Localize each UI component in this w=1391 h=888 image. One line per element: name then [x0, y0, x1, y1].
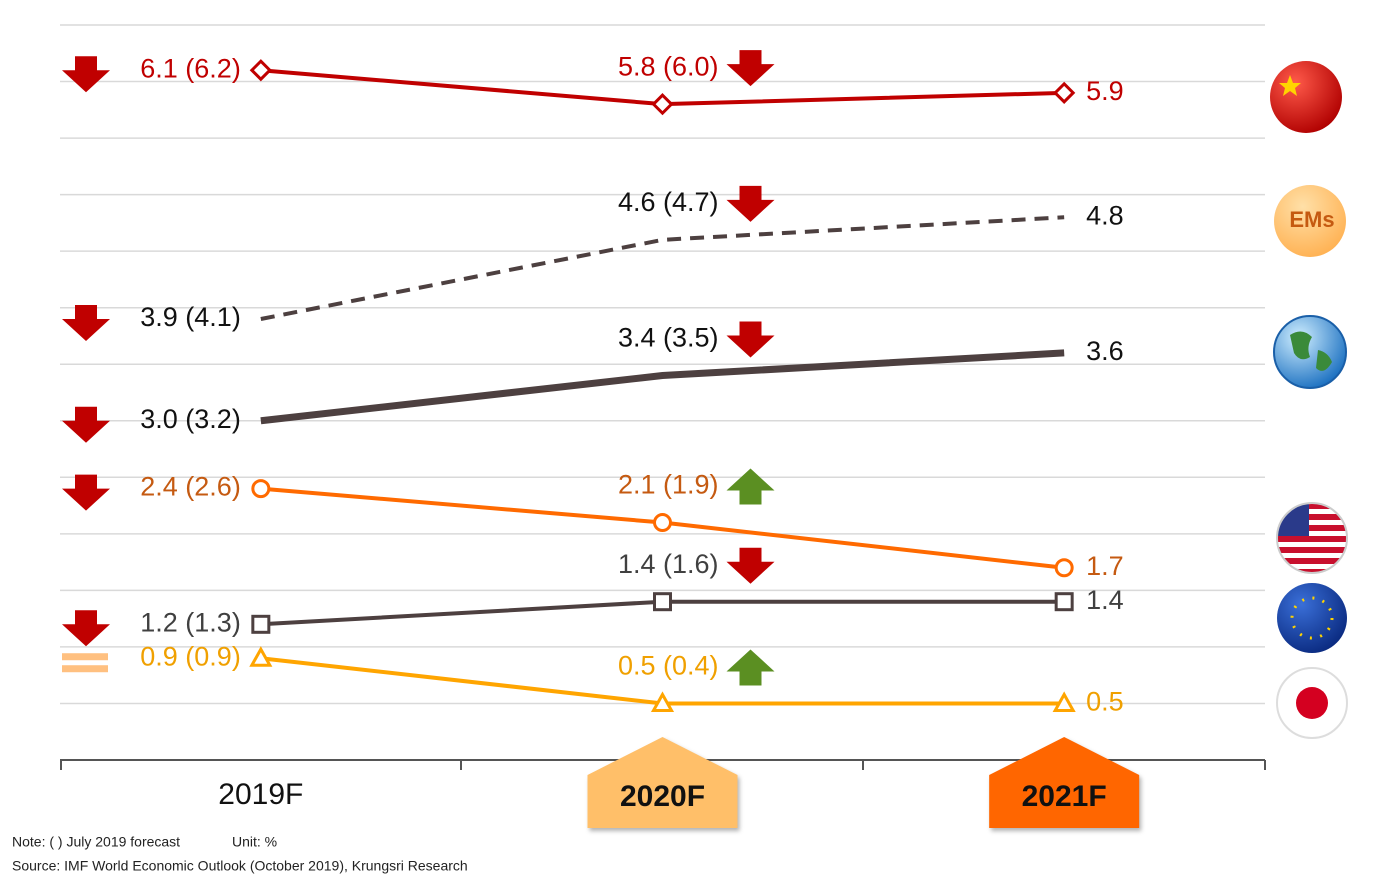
data-label: 4.8 — [1086, 200, 1124, 230]
data-label: 3.0 (3.2) — [140, 404, 241, 434]
flag-star — [1279, 75, 1301, 96]
marker — [249, 59, 272, 82]
marker — [1053, 81, 1076, 104]
globe-land — [1290, 331, 1332, 371]
data-label: 1.4 — [1086, 585, 1124, 615]
category-badge — [989, 737, 1140, 828]
data-label: 6.1 (6.2) — [140, 53, 241, 83]
marker — [650, 691, 675, 712]
marker — [251, 479, 271, 499]
icon-label: EMs — [1289, 207, 1334, 232]
data-label: 5.8 (6.0) — [618, 51, 719, 81]
revision-down — [62, 305, 110, 341]
data-label: 0.5 — [1086, 687, 1124, 717]
marker — [249, 646, 273, 667]
marker — [1054, 558, 1074, 578]
data-label: 1.2 (1.3) — [140, 607, 241, 637]
series-line — [260, 349, 1065, 425]
source: Source: IMF World Economic Outlook (Octo… — [12, 858, 468, 874]
revision-up — [726, 649, 775, 686]
note: Note: ( ) July 2019 forecast — [12, 834, 180, 850]
data-label: 0.9 (0.9) — [140, 641, 241, 671]
revision-down — [62, 56, 110, 93]
icons — [1270, 61, 1348, 739]
revision-down — [62, 406, 110, 443]
revision-down — [726, 185, 775, 222]
marker — [653, 513, 672, 533]
eu-flag — [1277, 583, 1347, 653]
us-flag — [1276, 502, 1348, 574]
data-label: 5.9 — [1086, 76, 1124, 106]
unit: Unit: % — [232, 834, 277, 850]
world-globe — [1273, 315, 1347, 389]
marker — [1054, 592, 1074, 612]
revision-down — [62, 610, 110, 647]
revision-down — [62, 474, 110, 511]
ems-icon — [1274, 185, 1346, 257]
data-label: 3.6 — [1086, 336, 1124, 366]
eu-stars — [1290, 596, 1334, 640]
data-label: 4.6 (4.7) — [618, 187, 719, 217]
revision-down — [726, 50, 775, 87]
series-line — [260, 215, 1065, 321]
data-label: 1.4 (1.6) — [618, 549, 719, 579]
marker — [651, 93, 674, 116]
marker — [1052, 691, 1076, 712]
revision-equal — [62, 653, 108, 661]
china-flag — [1270, 61, 1342, 133]
data-label: 3.4 (3.5) — [618, 323, 719, 353]
japan-disc — [1296, 687, 1328, 719]
revision-up — [726, 468, 775, 505]
revision-down — [726, 321, 775, 358]
data-label: 1.7 — [1086, 551, 1124, 581]
x-tick-label: 2020F — [620, 780, 705, 813]
revision-down — [726, 547, 775, 584]
data-label: 2.4 (2.6) — [140, 472, 241, 502]
x-tick-label: 2019F — [218, 778, 303, 811]
revision-equal — [62, 665, 108, 673]
data-label: 2.1 (1.9) — [618, 470, 719, 500]
data-label: 3.9 (4.1) — [140, 302, 241, 332]
marker — [653, 592, 672, 612]
marker — [251, 614, 271, 634]
data-label: 0.5 (0.4) — [618, 651, 719, 681]
x-tick-label: 2021F — [1022, 780, 1107, 813]
category-badge — [587, 737, 738, 828]
